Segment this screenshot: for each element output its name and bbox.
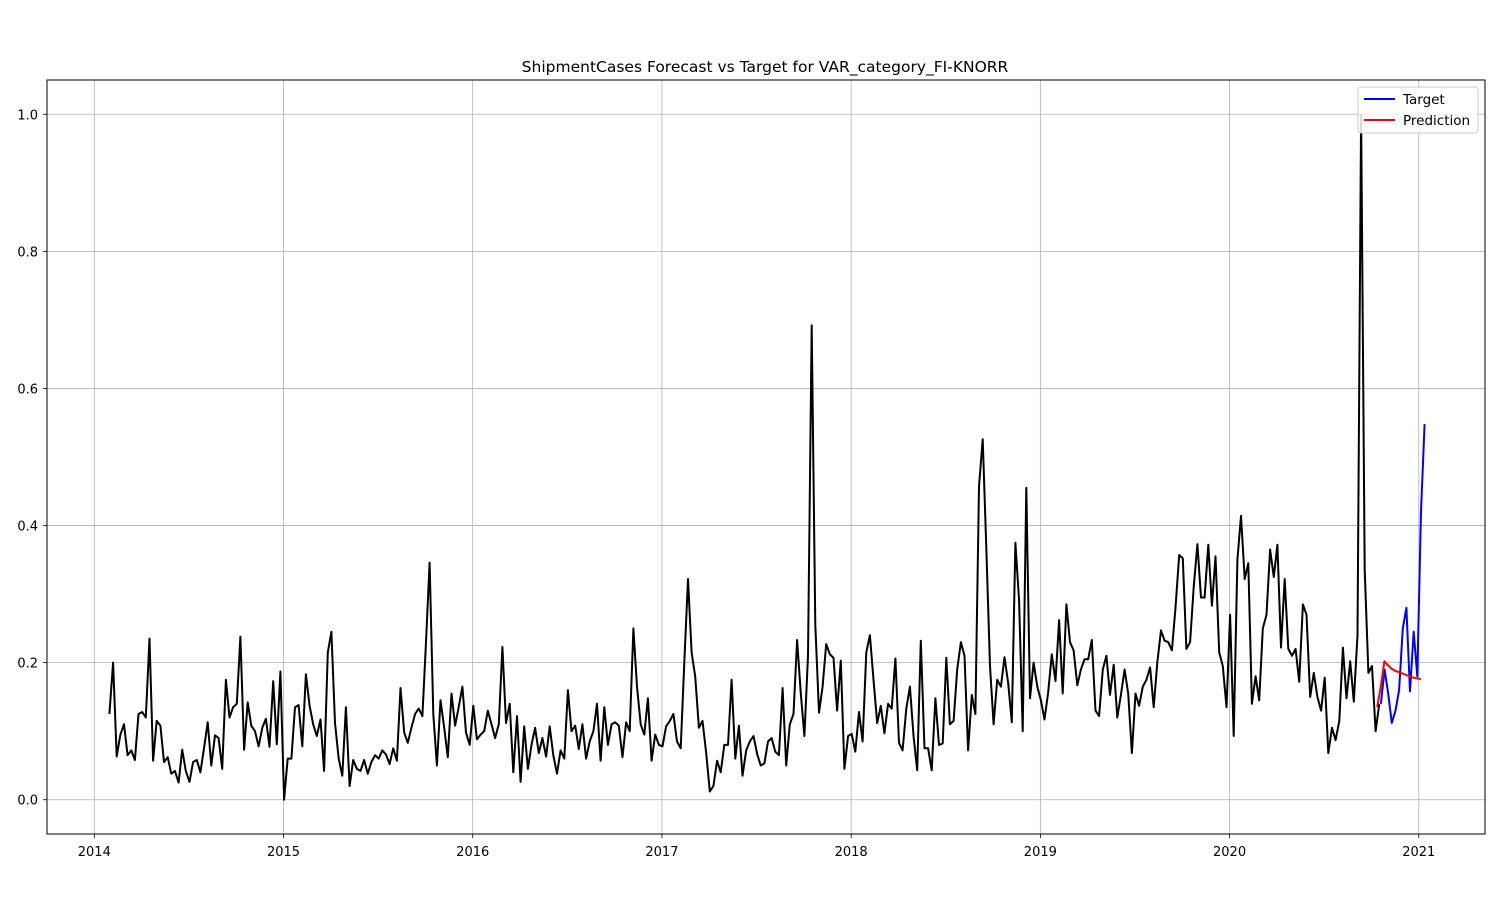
y-tick-label: 1.0 [17, 108, 38, 123]
y-tick-label: 0.2 [17, 657, 38, 672]
x-tick-label: 2021 [1402, 845, 1435, 860]
x-tick-label: 2019 [1024, 845, 1057, 860]
series-line-history [108, 113, 1381, 801]
x-tick-label: 2016 [456, 845, 489, 860]
series-layer [108, 113, 1426, 801]
grid [47, 80, 1485, 834]
x-tick-label: 2014 [78, 845, 111, 860]
y-tick-label: 0.6 [17, 382, 38, 397]
x-tick-label: 2017 [645, 845, 678, 860]
legend: Target Prediction [1357, 86, 1479, 134]
axis-ticks: 2014 2015 2016 2017 2018 2019 2020 2021 0.0 0.2 0.… [17, 108, 1435, 860]
y-tick-label: 0.8 [17, 245, 38, 260]
legend-label-target: Target [1402, 92, 1445, 108]
legend-label-prediction: Prediction [1403, 113, 1470, 129]
x-tick-label: 2018 [835, 845, 868, 860]
series-line-prediction [1376, 660, 1421, 708]
plot-frame [46, 79, 1486, 835]
x-tick-label: 2015 [267, 845, 300, 860]
x-tick-label: 2020 [1213, 845, 1246, 860]
y-tick-label: 0.0 [17, 794, 38, 809]
chart-title: ShipmentCases Forecast vs Target for VAR… [522, 58, 1009, 77]
y-tick-label: 0.4 [17, 520, 38, 535]
series-line-target [1379, 424, 1426, 724]
